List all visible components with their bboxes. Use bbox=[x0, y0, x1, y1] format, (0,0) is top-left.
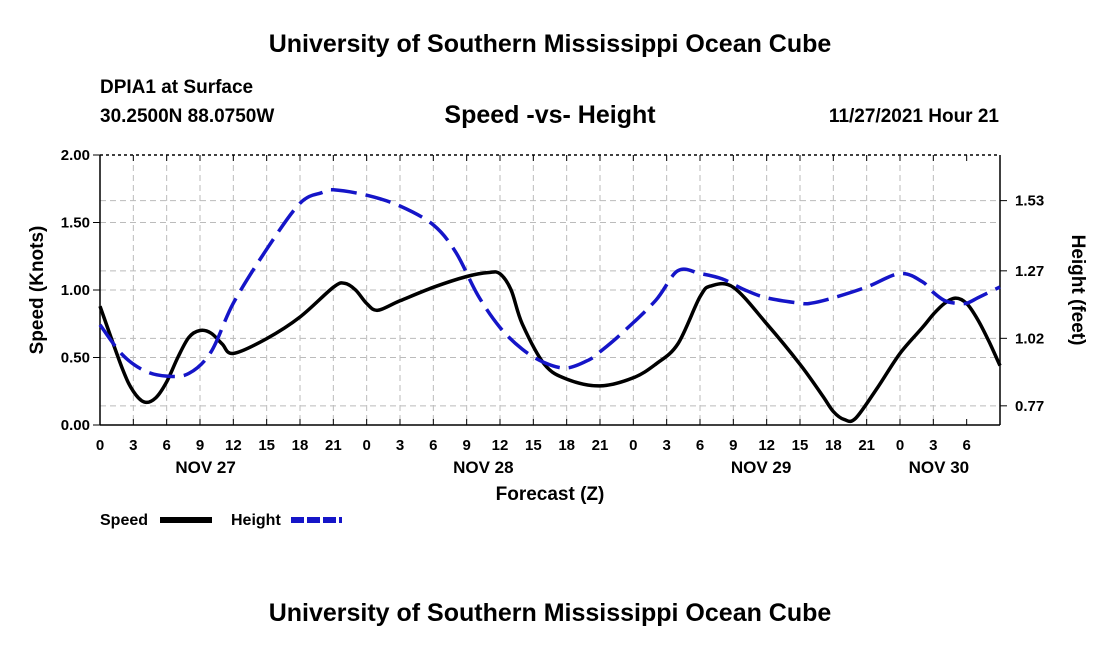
y-left-tick-label: 0.50 bbox=[61, 350, 90, 367]
x-tick-label: 21 bbox=[325, 437, 342, 454]
y-left-tick-label: 2.00 bbox=[61, 147, 90, 164]
x-tick-label: 12 bbox=[225, 437, 242, 454]
y-left-tick-label: 1.50 bbox=[61, 215, 90, 232]
x-tick-label: 0 bbox=[896, 437, 904, 454]
x-tick-label: 9 bbox=[462, 437, 470, 454]
x-tick-label: 18 bbox=[825, 437, 842, 454]
x-tick-label: 3 bbox=[929, 437, 937, 454]
y-right-tick-label: 0.77 bbox=[1015, 398, 1044, 415]
height-series-line bbox=[98, 187, 1001, 379]
x-tick-label: 18 bbox=[292, 437, 309, 454]
x-tick-label: 6 bbox=[696, 437, 704, 454]
x-tick-label: 15 bbox=[258, 437, 275, 454]
y-right-tick-label: 1.53 bbox=[1015, 193, 1044, 210]
forecast-datetime: 11/27/2021 Hour 21 bbox=[828, 106, 999, 127]
main-title: University of Southern Mississippi Ocean… bbox=[268, 30, 832, 58]
x-tick-label: 6 bbox=[162, 437, 170, 454]
x-tick-label: 6 bbox=[962, 437, 970, 454]
y-left-axis-title: Speed (Knots) bbox=[27, 226, 48, 355]
legend-speed-label: Speed bbox=[100, 512, 148, 529]
x-tick-label: 3 bbox=[662, 437, 670, 454]
station-coordinates: 30.2500N 88.0750W bbox=[100, 106, 275, 127]
x-tick-label: 3 bbox=[396, 437, 404, 454]
x-tick-label: 12 bbox=[492, 437, 509, 454]
footer-title: University of Southern Mississippi Ocean… bbox=[268, 599, 832, 627]
x-day-label: NOV 27 bbox=[175, 458, 235, 477]
x-tick-label: 21 bbox=[858, 437, 875, 454]
y-right-tick-label: 1.27 bbox=[1015, 263, 1044, 280]
y-left-tick-label: 0.00 bbox=[61, 417, 90, 434]
legend-height-label: Height bbox=[231, 512, 281, 529]
y-right-tick-label: 1.02 bbox=[1015, 330, 1044, 347]
x-day-label: NOV 30 bbox=[909, 458, 969, 477]
x-day-label: NOV 28 bbox=[453, 458, 513, 477]
x-tick-label: 0 bbox=[96, 437, 104, 454]
x-tick-label: 12 bbox=[758, 437, 775, 454]
x-tick-label: 3 bbox=[129, 437, 137, 454]
x-axis-title: Forecast (Z) bbox=[496, 484, 605, 505]
speed-series-line bbox=[98, 270, 1002, 424]
x-tick-label: 9 bbox=[196, 437, 204, 454]
station-label: DPIA1 at Surface bbox=[100, 77, 254, 98]
x-tick-label: 15 bbox=[525, 437, 542, 454]
y-left-tick-label: 1.00 bbox=[61, 282, 90, 299]
x-tick-label: 21 bbox=[592, 437, 609, 454]
x-tick-label: 9 bbox=[729, 437, 737, 454]
x-tick-label: 15 bbox=[792, 437, 809, 454]
chart-subtitle: Speed -vs- Height bbox=[444, 101, 656, 129]
x-tick-label: 6 bbox=[429, 437, 437, 454]
x-day-label: NOV 29 bbox=[731, 458, 791, 477]
x-tick-label: 18 bbox=[558, 437, 575, 454]
x-tick-label: 0 bbox=[362, 437, 370, 454]
x-tick-label: 0 bbox=[629, 437, 637, 454]
y-right-axis-title: Height (feet) bbox=[1067, 235, 1088, 346]
